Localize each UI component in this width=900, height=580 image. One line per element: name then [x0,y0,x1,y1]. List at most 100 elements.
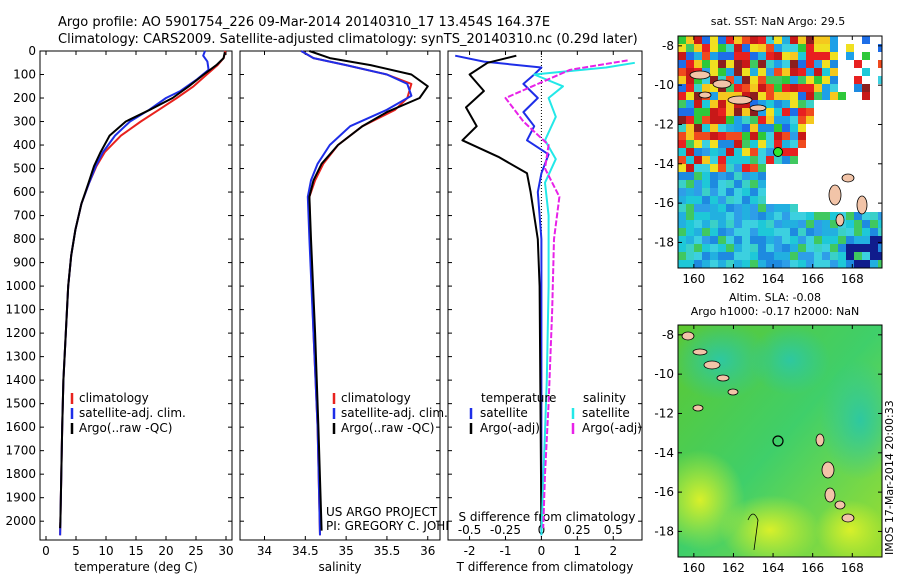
island [712,79,732,89]
sst-cell [678,148,686,156]
argo-float-marker [773,147,783,157]
sst-cell [862,84,870,92]
sst-cell [686,36,694,44]
plot-frame [239,50,441,541]
sst-cell [830,252,838,260]
sst-cell [710,100,718,108]
legend-label: satellite-adj. clim. [341,406,448,420]
sst-cell [814,44,822,52]
pi-annotation: PI: GREGORY C. JOHNSON [326,519,480,533]
sst-cell [758,212,766,220]
sst-cell [862,252,870,260]
sst-cell [782,124,790,132]
sst-cell [766,140,774,148]
sst-cell [790,268,798,276]
sst-cell [758,76,766,84]
sst-cell [846,220,854,228]
sst-cell [694,52,702,60]
sst-cell [774,36,782,44]
sst-cell [678,92,686,100]
sst-cell [798,92,806,100]
sst-cell [710,68,718,76]
map-x-tick-label: 168 [841,272,864,286]
footer-stamp: IMOS 17-Mar-2014 20:00:33 [883,400,896,555]
island [689,70,711,80]
sst-cell [790,260,798,268]
sst-cell [782,244,790,252]
sst-cell [766,220,774,228]
sst-cell [710,172,718,180]
sst-cell [734,196,742,204]
sst-cell [726,36,734,44]
sst-cell [782,148,790,156]
sst-cell [718,68,726,76]
sst-cell [734,164,742,172]
series-line-3 [308,50,429,531]
sst-cell [750,212,758,220]
sst-cell [726,68,734,76]
sst-cell [790,52,798,60]
island [692,404,704,412]
sst-map-title: sat. SST: NaN Argo: 29.5 [711,15,845,28]
sst-cell [726,236,734,244]
sst-cell [806,108,814,116]
map-y-tick-label: -16 [654,485,674,499]
sst-cell [718,116,726,124]
sst-cell [870,236,878,244]
sst-cell [678,84,686,92]
sst-cell [734,52,742,60]
y-tick-label: 300 [13,115,36,129]
sst-cell [694,260,702,268]
sst-cell [742,188,750,196]
sst-cell [790,76,798,84]
sst-cell [678,260,686,268]
sst-cell [742,124,750,132]
sst-cell [750,172,758,180]
sst-cell [814,68,822,76]
sst-cell [678,220,686,228]
sst-cell [758,180,766,188]
sst-cell [734,108,742,116]
sst-cell [854,212,862,220]
sst-cell [686,140,694,148]
island [692,348,708,356]
sst-cell [822,252,830,260]
sst-field [678,36,886,276]
sst-cell [750,220,758,228]
y-tick-label: 1500 [5,397,36,411]
sst-cell [758,236,766,244]
sst-cell [782,156,790,164]
map-x-tick-label: 160 [682,272,705,286]
sst-cell [718,36,726,44]
sst-cell [734,228,742,236]
island [749,104,767,112]
map-y-tick-label: -8 [662,328,674,342]
sst-cell [734,132,742,140]
x-axis-label: T difference from climatology [456,560,634,574]
sst-cell [790,44,798,52]
sst-cell [830,68,838,76]
island [856,195,868,215]
map-y-tick-label: -10 [654,78,674,92]
sst-cell [830,60,838,68]
sst-cell [718,172,726,180]
sst-cell [726,124,734,132]
sst-cell [774,60,782,68]
x-tick-label: 10 [98,544,113,558]
sst-cell [806,236,814,244]
sst-cell [694,108,702,116]
sst-cell [806,244,814,252]
sst-cell [678,76,686,84]
sst-cell [758,220,766,228]
sst-cell [790,68,798,76]
sst-cell [822,76,830,84]
sst-cell [710,92,718,100]
sst-cell [702,196,710,204]
sst-cell [774,44,782,52]
sst-cell [718,156,726,164]
sst-cell [686,228,694,236]
sst-cell [878,268,886,276]
sst-cell [782,60,790,68]
sst-cell [806,260,814,268]
